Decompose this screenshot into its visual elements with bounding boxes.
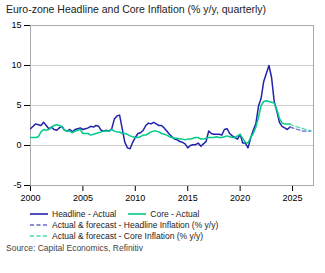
html-text:Euro-zone Headline and Core In: Euro-zone Headline and Core Inflation (%… [6, 3, 267, 15]
html-text:Headline - Actual: Headline - Actual [52, 209, 117, 219]
svg-text:2020: 2020 [230, 193, 250, 203]
svg-text:2010: 2010 [125, 193, 145, 203]
svg-text:15: 15 [11, 20, 21, 30]
svg-text:2015: 2015 [178, 193, 198, 203]
svg-text:-5: -5 [13, 180, 21, 190]
svg-text:0: 0 [16, 140, 21, 150]
svg-text:10: 10 [11, 60, 21, 70]
html-text:Actual & forecast - Headline I: Actual & forecast - Headline Inflation (… [52, 220, 219, 230]
svg-text:2025: 2025 [283, 193, 303, 203]
svg-text:5: 5 [16, 100, 21, 110]
svg-text:2005: 2005 [73, 193, 93, 203]
html-text:Core - Actual: Core - Actual [150, 209, 200, 219]
svg-text:2000: 2000 [20, 193, 40, 203]
html-text:Actual & forecast - Core Infla: Actual & forecast - Core Inflation (% y/… [52, 231, 204, 241]
html-text:Source: Capital Economics, Ref: Source: Capital Economics, Refinitiv [6, 243, 143, 253]
